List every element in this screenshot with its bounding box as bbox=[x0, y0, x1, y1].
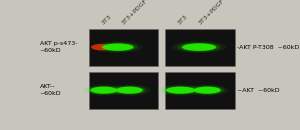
Ellipse shape bbox=[112, 86, 147, 95]
Text: 3T3+PDGF: 3T3+PDGF bbox=[198, 0, 226, 26]
Text: AKT--
~60kD: AKT-- ~60kD bbox=[40, 84, 62, 96]
Ellipse shape bbox=[181, 43, 218, 51]
Ellipse shape bbox=[86, 86, 121, 95]
Ellipse shape bbox=[91, 44, 112, 50]
Ellipse shape bbox=[115, 86, 144, 94]
Ellipse shape bbox=[194, 87, 220, 94]
Text: 3T3: 3T3 bbox=[177, 14, 189, 26]
Ellipse shape bbox=[177, 42, 221, 52]
Ellipse shape bbox=[166, 87, 195, 94]
Ellipse shape bbox=[164, 86, 196, 94]
Bar bbox=[165, 29, 235, 66]
Ellipse shape bbox=[108, 85, 151, 96]
Ellipse shape bbox=[190, 86, 225, 95]
Ellipse shape bbox=[193, 86, 222, 94]
Ellipse shape bbox=[102, 44, 134, 51]
Ellipse shape bbox=[90, 87, 117, 94]
Ellipse shape bbox=[116, 87, 143, 94]
Ellipse shape bbox=[100, 43, 135, 51]
Bar bbox=[165, 72, 235, 109]
Ellipse shape bbox=[186, 85, 229, 96]
Bar bbox=[89, 29, 158, 66]
Ellipse shape bbox=[182, 43, 216, 51]
Text: 3T3: 3T3 bbox=[100, 14, 112, 26]
Text: ~AKT  ~60kD: ~AKT ~60kD bbox=[238, 88, 280, 93]
Bar bbox=[89, 72, 158, 109]
Ellipse shape bbox=[172, 41, 226, 53]
Text: 3T3+PDGF: 3T3+PDGF bbox=[121, 0, 149, 26]
Ellipse shape bbox=[162, 86, 200, 95]
Text: -AKT P-T308  ~60kD: -AKT P-T308 ~60kD bbox=[238, 45, 300, 50]
Ellipse shape bbox=[97, 43, 138, 52]
Ellipse shape bbox=[157, 85, 204, 96]
Ellipse shape bbox=[93, 41, 143, 53]
Text: AKT p-s473-
~60kD: AKT p-s473- ~60kD bbox=[40, 41, 77, 53]
Ellipse shape bbox=[82, 85, 125, 96]
Ellipse shape bbox=[89, 86, 118, 94]
